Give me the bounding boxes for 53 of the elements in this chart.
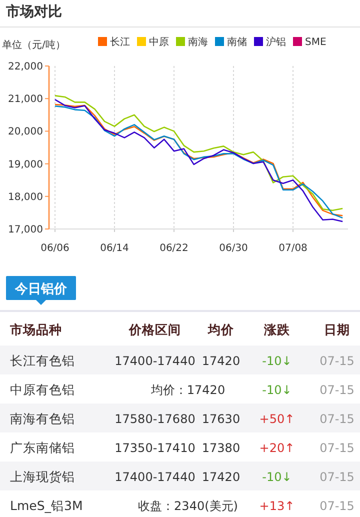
text: -10↓: [262, 383, 292, 397]
text: 17380: [202, 441, 240, 455]
category-label: 市场品种: [9, 322, 62, 337]
category-label: 广东南储铝: [10, 440, 75, 455]
text: +13↑: [259, 499, 295, 513]
category-label: 均价: [207, 322, 235, 337]
text: 07-15: [320, 383, 354, 397]
legend-label: 中原: [149, 36, 169, 48]
text: 今日铝价: [14, 282, 68, 297]
text: 07-15: [320, 412, 354, 426]
text: 17630: [202, 412, 240, 426]
y-tick-label: 18,000: [8, 192, 43, 203]
text: 17580-17680: [114, 412, 196, 426]
category-label: 涨跌: [263, 322, 291, 337]
category-label: LmeS_铝3M: [10, 498, 83, 513]
category-label: 南海有色铝: [10, 411, 75, 426]
text: 07-15: [320, 441, 354, 455]
y-tick-label: 19,000: [8, 159, 43, 170]
text: 17420: [202, 354, 240, 368]
category-label: 价格区间: [128, 322, 181, 337]
legend-label: 沪铝: [266, 36, 286, 48]
text: 07-15: [320, 470, 354, 484]
text: 17420: [202, 470, 240, 484]
text: -10↓: [262, 354, 292, 368]
x-tick-label: 06/06: [40, 243, 70, 254]
y-tick-label: 20,000: [8, 126, 43, 138]
y-axis-title: 单位（元/吨）: [2, 39, 66, 51]
y-tick-label: 17,000: [8, 224, 43, 236]
x-tick-label: 07/08: [278, 243, 308, 254]
legend-label: 长江: [110, 36, 130, 48]
category-label: 长江有色铝: [10, 353, 75, 368]
text: 07-15: [320, 499, 354, 513]
text: 07-15: [320, 354, 354, 368]
category-label: 中原有色铝: [10, 382, 75, 397]
text: 17400-17440: [114, 354, 196, 368]
text: 均价：17420: [150, 383, 226, 397]
x-tick-label: 06/14: [100, 243, 129, 254]
text: +50↑: [259, 412, 295, 426]
y-tick-label: 22,000: [8, 62, 43, 72]
legend-label: 南储: [227, 36, 247, 48]
y-tick-label: 21,000: [8, 94, 43, 106]
x-tick-label: 06/30: [219, 243, 248, 254]
text: 17400-17440: [114, 470, 196, 484]
legend-label: SME: [305, 37, 326, 48]
text: +20↑: [259, 441, 295, 455]
category-label: 日期: [324, 322, 350, 337]
text: -10↓: [262, 470, 292, 484]
text: 17350-17410: [114, 441, 196, 455]
text: 收盘：2340(美元): [138, 499, 238, 513]
legend-label: 南海: [188, 36, 208, 48]
category-label: 上海现货铝: [10, 469, 75, 484]
x-tick-label: 06/22: [160, 243, 188, 254]
chart-title: 市场对比: [5, 3, 62, 20]
